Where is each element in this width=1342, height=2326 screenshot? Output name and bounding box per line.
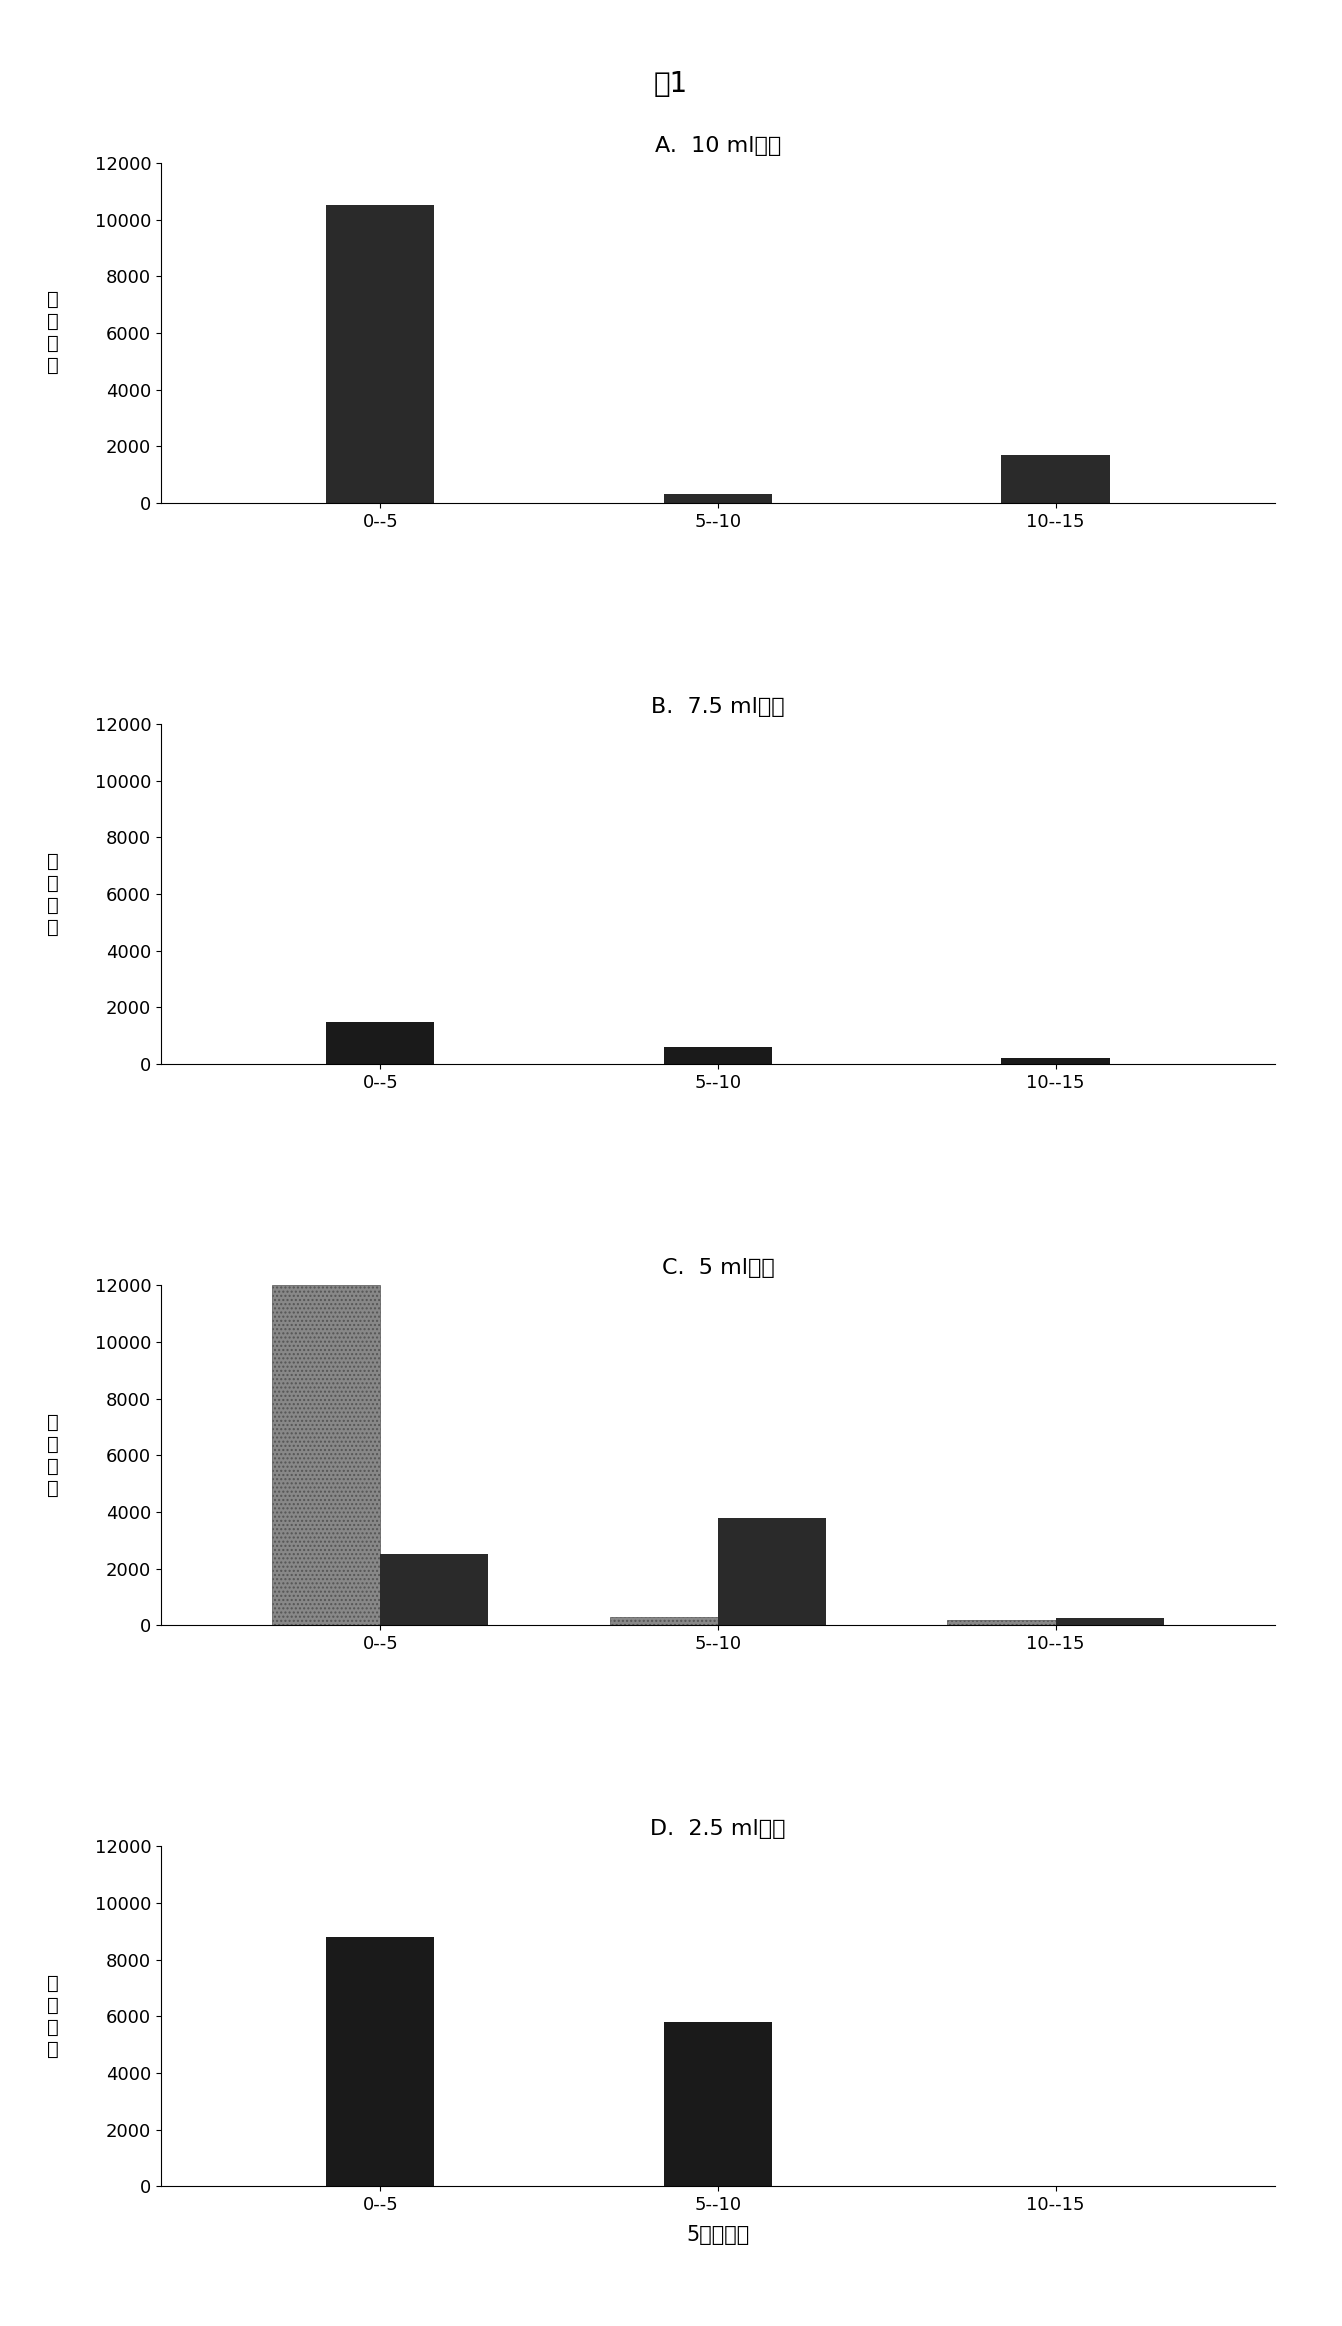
Bar [326, 1938, 435, 2186]
Title: A.  10 ml粘液: A. 10 ml粘液 [655, 135, 781, 156]
Y-axis label: 幼
虫
数
量: 幼 虫 数 量 [47, 291, 59, 374]
Bar [664, 2021, 772, 2186]
Bar [947, 1619, 1056, 1626]
Bar [326, 205, 435, 502]
Title: D.  2.5 ml粘液: D. 2.5 ml粘液 [651, 1819, 785, 1840]
Bar [272, 1286, 380, 1626]
Bar [664, 495, 772, 502]
Bar [1001, 456, 1110, 502]
Bar [718, 1517, 825, 1626]
Bar [380, 1554, 488, 1626]
Y-axis label: 幼
虫
数
量: 幼 虫 数 量 [47, 1412, 59, 1498]
Bar [326, 1021, 435, 1063]
Bar [664, 1047, 772, 1063]
Y-axis label: 幼
虫
数
量: 幼 虫 数 量 [47, 1975, 59, 2059]
Bar [1056, 1619, 1164, 1626]
Title: B.  7.5 ml粘液: B. 7.5 ml粘液 [651, 698, 785, 716]
Bar [611, 1617, 718, 1626]
Title: C.  5 ml粘液: C. 5 ml粘液 [662, 1258, 774, 1277]
X-axis label: 5米的肠段: 5米的肠段 [686, 2226, 750, 2245]
Text: 图1: 图1 [654, 70, 688, 98]
Y-axis label: 幼
虫
数
量: 幼 虫 数 量 [47, 851, 59, 937]
Bar [1001, 1058, 1110, 1063]
